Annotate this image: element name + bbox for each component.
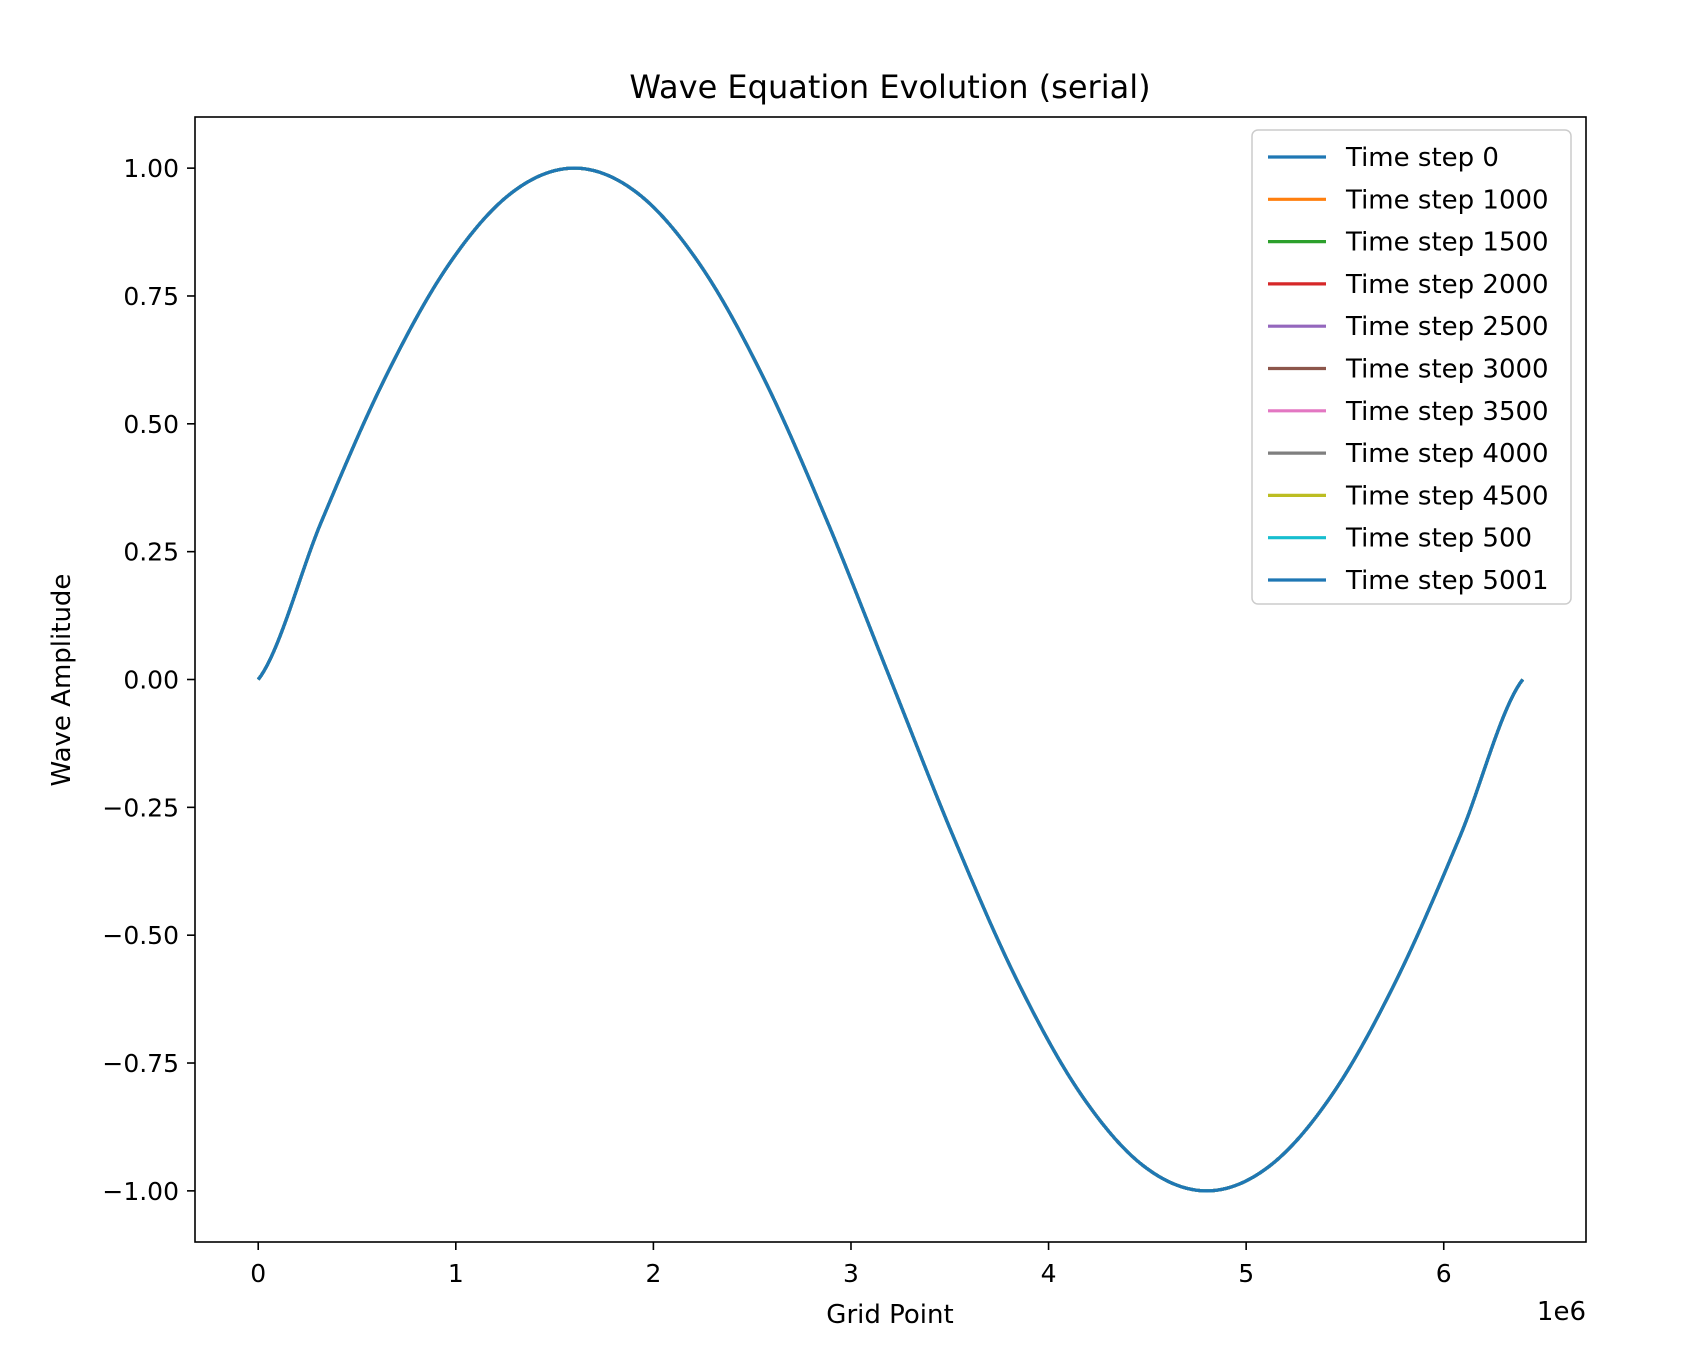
- legend-label: Time step 2500: [1345, 312, 1549, 342]
- legend: Time step 0 Time step 1000 Time step 1500 T…: [1251, 129, 1572, 605]
- x-tick-label: 2: [645, 1259, 661, 1288]
- x-tick-label: 0: [250, 1259, 266, 1288]
- legend-label: Time step 1000: [1345, 185, 1549, 215]
- y-tick-label: 1.00: [123, 154, 179, 183]
- legend-label: Time step 4000: [1345, 439, 1549, 469]
- series-line-11: [256, 166, 1525, 1193]
- y-tick-label: 0.25: [123, 538, 179, 567]
- x-tick-label: 5: [1238, 1259, 1254, 1288]
- legend-label: Time step 5001: [1345, 566, 1549, 596]
- y-tick-label: −1.00: [102, 1177, 179, 1206]
- series-layer: [256, 166, 1525, 1193]
- x-tick-label: 1: [448, 1259, 464, 1288]
- y-tick-label: 0.50: [123, 410, 179, 439]
- legend-label: Time step 2000: [1345, 270, 1549, 300]
- legend-label: Time step 3000: [1345, 355, 1549, 385]
- y-tick-label: 0.00: [123, 666, 179, 695]
- y-tick-label: −0.75: [102, 1049, 179, 1078]
- y-tick-label: −0.25: [102, 793, 179, 822]
- legend-label: Time step 1500: [1345, 228, 1549, 258]
- legend-items: Time step 0 Time step 1000 Time step 1500 T…: [1268, 143, 1549, 596]
- x-axis-ticks: 0 1 2 3 4 5 6: [250, 1242, 1452, 1288]
- x-axis-label: Grid Point: [826, 1300, 953, 1330]
- x-tick-label: 4: [1041, 1259, 1057, 1288]
- legend-label: Time step 0: [1345, 143, 1499, 173]
- legend-label: Time step 500: [1345, 524, 1532, 554]
- legend-box: [1251, 129, 1572, 605]
- y-tick-label: −0.50: [102, 921, 179, 950]
- x-tick-label: 6: [1436, 1259, 1452, 1288]
- y-axis-ticks: 1.00 0.75 0.50 0.25 0.00 −0.25 −0.50 −0.75 −1.00: [102, 154, 195, 1206]
- y-tick-label: 0.75: [123, 282, 179, 311]
- chart-title: Wave Equation Evolution (serial): [629, 68, 1150, 106]
- legend-label: Time step 3500: [1345, 397, 1549, 427]
- legend-label: Time step 4500: [1345, 481, 1549, 511]
- x-axis-offset-label: 1e6: [1537, 1297, 1586, 1327]
- y-axis-label: Wave Amplitude: [47, 574, 77, 787]
- x-tick-label: 3: [843, 1259, 859, 1288]
